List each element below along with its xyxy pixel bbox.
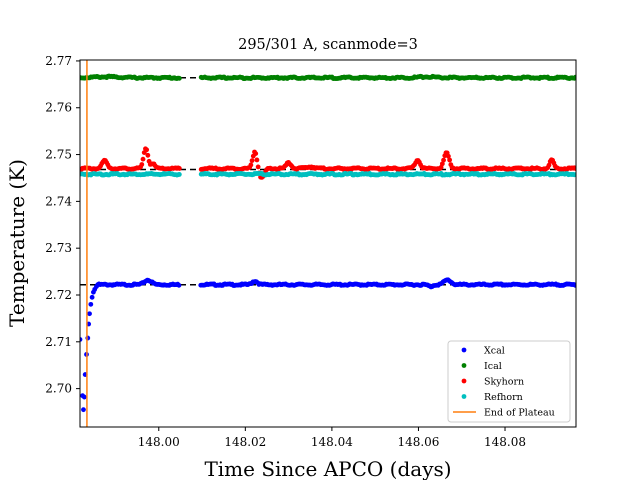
data-point — [248, 162, 254, 168]
data-point — [81, 394, 87, 400]
legend-label: Xcal — [484, 346, 505, 357]
legend-label: End of Plateau — [484, 408, 555, 419]
series-refhorn — [80, 170, 576, 178]
plot-area — [80, 60, 576, 427]
y-axis: 2.70 2.71 2.72 2.73 2.74 2.75 2.76 2.77 — [45, 54, 80, 396]
legend-marker — [461, 347, 467, 353]
y-tick-label: 2.72 — [45, 288, 72, 302]
x-tick-label: 148.00 — [138, 435, 180, 449]
data-point — [176, 172, 182, 177]
legend: Xcal Ical Skyhorn Refhorn End of Plateau — [447, 340, 571, 423]
legend-item-refhorn: Refhorn — [461, 392, 523, 403]
legend-marker — [461, 394, 467, 399]
legend-label: Ical — [484, 361, 502, 372]
legend-marker — [461, 378, 467, 384]
data-point — [176, 75, 182, 81]
legend-item-ical: Ical — [461, 361, 502, 372]
x-tick-label: 148.02 — [224, 435, 266, 449]
y-axis-label: Temperature (K) — [5, 159, 29, 327]
data-point — [88, 301, 94, 307]
data-point — [253, 151, 259, 157]
data-point — [249, 158, 255, 163]
legend-item-end-of-plateau: End of Plateau — [453, 408, 555, 419]
data-point — [441, 157, 446, 163]
data-point — [139, 162, 145, 167]
x-axis-label: Time Since APCO (days) — [204, 457, 451, 480]
plot-frame — [79, 59, 577, 428]
legend-marker — [461, 363, 467, 368]
data-point — [140, 156, 146, 162]
data-point — [439, 161, 445, 167]
data-point — [85, 335, 91, 341]
data-point — [87, 311, 92, 317]
x-tick-label: 148.04 — [311, 435, 353, 449]
data-point — [255, 164, 261, 170]
x-tick-label: 148.06 — [397, 435, 439, 449]
legend-item-xcal: Xcal — [461, 346, 505, 357]
data-point — [254, 157, 260, 163]
data-point — [573, 74, 576, 80]
data-points — [80, 73, 576, 413]
data-point — [89, 294, 95, 300]
y-tick-label: 2.70 — [45, 382, 72, 396]
data-point — [145, 152, 151, 158]
y-tick-label: 2.76 — [45, 101, 72, 115]
y-tick-label: 2.73 — [45, 241, 72, 255]
data-point — [80, 337, 83, 342]
x-tick-label: 148.08 — [484, 435, 526, 449]
data-point — [176, 282, 182, 288]
legend-label: Skyhorn — [484, 377, 524, 388]
data-point — [144, 147, 150, 153]
legend-item-skyhorn: Skyhorn — [461, 377, 524, 388]
series-skyhorn — [80, 146, 576, 180]
legend-label: Refhorn — [484, 392, 523, 403]
y-tick-label: 2.77 — [45, 54, 72, 68]
series-ical — [80, 73, 576, 82]
y-tick-label: 2.74 — [45, 194, 72, 208]
data-point — [446, 153, 451, 159]
data-point — [573, 166, 576, 171]
series-xcal — [80, 277, 576, 413]
data-point — [447, 157, 453, 163]
legend-box — [447, 340, 571, 423]
data-point — [176, 166, 182, 171]
y-tick-label: 2.71 — [45, 335, 72, 349]
data-point — [572, 282, 576, 288]
data-point — [546, 162, 552, 168]
x-axis: 148.00 148.02 148.04 148.06 148.08 — [138, 427, 526, 449]
data-point — [81, 407, 86, 413]
y-tick-label: 2.75 — [45, 148, 72, 162]
data-point — [573, 172, 576, 178]
chart-title: 295/301 A, scanmode=3 — [238, 37, 418, 53]
